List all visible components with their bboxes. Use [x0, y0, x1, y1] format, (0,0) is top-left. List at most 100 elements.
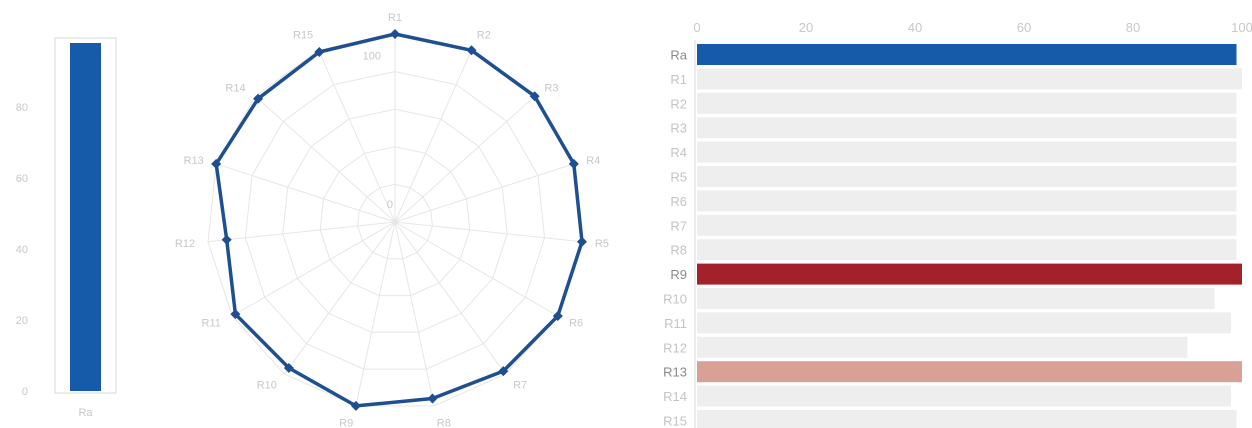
radar-spoke [394, 221, 559, 317]
radar-axis-label-r15: R15 [293, 29, 313, 41]
x-tick-label: Ra [78, 407, 93, 419]
radar-point-r10 [283, 363, 294, 373]
y-tick-label: R13 [663, 365, 687, 380]
radar-spoke [394, 50, 472, 223]
radar-axis-label-r3: R3 [544, 83, 558, 95]
hbar-r9 [697, 263, 1242, 285]
radar-grid-ring [319, 146, 471, 297]
radar-point-r6 [552, 311, 563, 321]
hbar-r7 [697, 214, 1237, 236]
radar-point-r8 [427, 393, 438, 404]
radar-axis-label-r8: R8 [437, 418, 451, 428]
radar-spoke [394, 221, 435, 407]
radar-axis-label-r6: R6 [569, 318, 583, 330]
radar-spoke [394, 221, 583, 243]
y-tick-label: R14 [663, 389, 687, 404]
y-tick-label: R1 [670, 72, 687, 87]
radar-spoke [318, 50, 396, 223]
radar-point-r15 [314, 47, 325, 57]
hbar-r15 [697, 410, 1237, 428]
radar-point-r9 [350, 400, 361, 411]
y-tick-label: Ra [670, 48, 687, 63]
y-tick-label: R7 [670, 218, 687, 233]
hbar-r1 [697, 68, 1242, 90]
radar-grid-ring [357, 183, 433, 260]
y-tick-label: R11 [664, 316, 687, 331]
y-tick-label: R2 [670, 96, 687, 111]
x-tick-label: 0 [693, 20, 700, 35]
radar-spoke [207, 221, 396, 243]
hbar-r8 [697, 239, 1237, 261]
hbar-r2 [697, 92, 1237, 114]
radar-axis-label-r14: R14 [225, 83, 245, 95]
y-tick-label: R12 [663, 340, 687, 355]
radar-spoke [231, 221, 396, 317]
radar-point-r11 [230, 309, 241, 320]
y-tick-label: 40 [16, 244, 28, 256]
radar-spoke [254, 95, 396, 223]
single-bar-chart: 0 20 40 60 80 Ra [16, 37, 117, 419]
radar-point-r5 [577, 236, 587, 247]
radar-axis-label-r1: R1 [388, 12, 402, 24]
y-tick-label: 60 [16, 173, 28, 185]
hbar-r13 [697, 361, 1242, 383]
radar-axis-label-r13: R13 [184, 155, 204, 167]
x-tick-label: 20 [799, 20, 813, 35]
radar-spoke [284, 221, 396, 375]
hbar-r10 [697, 288, 1215, 309]
radar-spoke [355, 221, 396, 407]
y-tick-label: R5 [670, 170, 687, 185]
hbar-r12 [697, 336, 1188, 358]
radar-point-r2 [466, 45, 477, 56]
hbar-r14 [697, 385, 1232, 407]
radar-series-line [214, 32, 584, 408]
radar-axis-label-r4: R4 [586, 155, 600, 167]
radar-axis-label-r11: R11 [202, 318, 221, 330]
x-tick-label: 60 [1017, 20, 1031, 35]
radar-chart: 0 100 R1 R2 R3 R4 R5 R6 R7 R8 R9 R10 R11 R12 R13 R14 R15 [175, 12, 609, 428]
radar-axis-label-r10: R10 [257, 380, 277, 392]
radar-axis-label-r9: R9 [339, 418, 353, 428]
y-tick-label: R10 [663, 292, 687, 307]
plot-frame [54, 37, 117, 394]
radar-spoke [216, 163, 396, 223]
radar-axis-label-r7: R7 [513, 380, 527, 392]
hbar-r5 [697, 166, 1237, 187]
hbar-r4 [697, 141, 1237, 163]
radar-point-r14 [253, 93, 264, 104]
radial-tick-label: 100 [363, 50, 381, 62]
horizontal-bar-chart: 0 20 40 60 80 100 Ra R1 R2 R3 R4 R5 R6 R7 R8 R9 R10 R11 R1… [663, 20, 1252, 428]
x-tick-label: 100 [1231, 20, 1252, 35]
y-tick-label: R6 [670, 194, 687, 209]
radar-spoke [394, 95, 536, 223]
y-tick-label: R4 [670, 145, 687, 160]
y-tick-label: R3 [670, 121, 687, 136]
hbar-r6 [697, 190, 1237, 212]
radial-tick-label: 0 [387, 199, 393, 211]
y-tick-label: 20 [16, 315, 28, 327]
radar-spoke [394, 163, 574, 223]
radar-spoke [394, 221, 506, 375]
y-tick-label: R15 [663, 414, 687, 428]
radar-grid-ring [244, 71, 546, 370]
y-tick-label: R9 [670, 267, 687, 282]
radar-point-r4 [568, 158, 579, 169]
hbar-r3 [697, 117, 1237, 139]
radar-axis-label-r12: R12 [175, 238, 195, 250]
bar-ra [70, 43, 101, 391]
radar-point-r13 [211, 158, 222, 169]
radar-point-r12 [221, 234, 232, 245]
x-tick-label: 40 [908, 20, 922, 35]
y-tick-label: R8 [670, 243, 687, 258]
radar-point-r3 [529, 91, 540, 102]
hbar-r11 [697, 312, 1232, 334]
radar-grid-ring [282, 108, 508, 333]
hbar-ra [697, 44, 1237, 65]
radar-axis-label-r5: R5 [595, 238, 609, 250]
radar-point-r1 [390, 29, 400, 39]
radar-point-r7 [498, 366, 509, 377]
radar-axis-label-r2: R2 [477, 29, 491, 41]
y-tick-label: 0 [22, 386, 28, 398]
x-tick-label: 80 [1126, 20, 1140, 35]
